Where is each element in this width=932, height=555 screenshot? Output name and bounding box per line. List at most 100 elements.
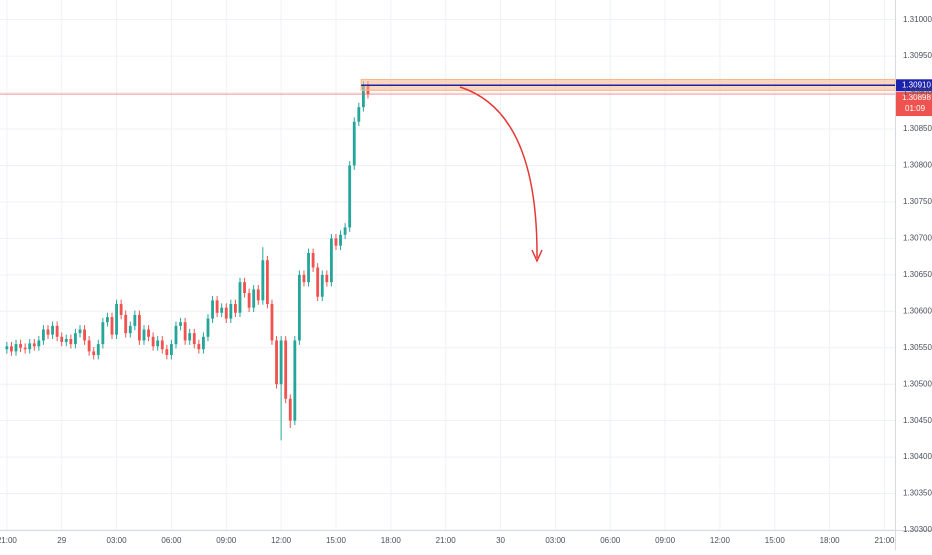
candle-body (339, 234, 342, 246)
price-label: 1.30898 (902, 93, 931, 102)
candle-body (201, 336, 205, 350)
candle-body (316, 267, 320, 297)
candle-body (320, 274, 324, 297)
y-tick-label: 1.30800 (903, 161, 932, 170)
candle-body (206, 318, 210, 337)
candle-body (288, 398, 292, 421)
candle-body (197, 344, 201, 350)
candle-body (343, 227, 347, 235)
y-tick-label: 1.30900 (903, 88, 932, 97)
candle-body (256, 289, 260, 301)
y-tick-label: 1.30350 (903, 489, 932, 498)
arrow (459, 86, 538, 259)
candle-body (311, 252, 315, 268)
x-tick-label: 18:00 (381, 536, 402, 545)
x-tick-label: 09:00 (216, 536, 237, 545)
x-tick-label: 06:00 (600, 536, 621, 545)
x-tick-label: 12:00 (271, 536, 292, 545)
candle-body (211, 300, 214, 319)
candle-body (55, 325, 59, 337)
candle-body (19, 344, 22, 348)
candle-body (229, 304, 233, 319)
candle-body (137, 314, 141, 341)
candle-body (270, 304, 274, 341)
candle-body (69, 338, 73, 345)
x-tick-label: 15:00 (326, 536, 347, 545)
arrow-head (531, 249, 543, 263)
grid (0, 0, 895, 531)
candle-body (238, 282, 242, 313)
candle-body (115, 304, 118, 335)
countdown: 01:09 (905, 104, 926, 113)
candle-body (64, 338, 68, 342)
candle-body (78, 329, 82, 334)
candle-body (179, 322, 182, 326)
x-tick-label: 21:00 (0, 536, 17, 545)
candle-body (133, 314, 137, 326)
candle-body (124, 314, 128, 334)
x-tick-label: 03:00 (107, 536, 128, 545)
candle-body (106, 317, 109, 323)
axes: 1.30300 1.30350 1.30400 1.30450 1.30500 1.305… (0, 15, 932, 545)
candle-body (224, 307, 228, 319)
candle-body (156, 340, 160, 347)
candle-body (160, 340, 164, 350)
candle-body (297, 274, 301, 341)
candle-body (92, 351, 96, 356)
candle-body (183, 322, 187, 341)
x-tick-label: 09:00 (655, 536, 676, 545)
candle-body (284, 340, 288, 399)
candle-body (220, 307, 224, 313)
candle-body (293, 340, 297, 421)
y-tick-label: 1.30850 (903, 124, 932, 133)
candle-body (302, 274, 306, 283)
candle-body (275, 340, 278, 385)
candle-body (32, 343, 36, 347)
x-tick-label: 12:00 (710, 536, 731, 545)
candle-body (165, 349, 169, 356)
candle-body (83, 329, 86, 341)
y-tick-label: 1.30550 (903, 343, 932, 352)
candle-body (334, 238, 338, 246)
candle-body (60, 336, 64, 342)
candle-body (348, 165, 352, 228)
candle-body (110, 317, 114, 335)
candle-body (169, 344, 173, 356)
candle-body (174, 325, 178, 345)
y-tick-label: 1.30500 (903, 379, 932, 388)
candle-body (243, 282, 246, 294)
y-tick-label: 1.30950 (903, 51, 932, 60)
y-tick-label: 1.30450 (903, 416, 932, 425)
candle-body (329, 238, 333, 283)
x-tick-label: 18:00 (820, 536, 841, 545)
candle-body (247, 293, 251, 308)
candle-body (325, 274, 329, 283)
candle-body (147, 329, 150, 337)
x-tick-label: 15:00 (765, 536, 786, 545)
candle-body (14, 344, 18, 352)
candle-body (215, 300, 219, 313)
level-label: 1.30910 (902, 80, 931, 89)
candle-body (87, 340, 91, 352)
candle-body (252, 289, 256, 308)
candle-body (142, 329, 146, 341)
candle-body (128, 325, 132, 334)
candle-body (5, 346, 9, 350)
candle-body (96, 344, 100, 356)
y-tick-label: 1.30400 (903, 452, 932, 461)
candle-body (261, 260, 265, 301)
candle-body (192, 333, 196, 345)
y-tick-label: 1.30300 (903, 525, 932, 534)
x-tick-label: 21:00 (436, 536, 457, 545)
candle-body (361, 85, 365, 108)
candle-body (51, 325, 54, 335)
price-label-bg (896, 92, 932, 117)
candle-body (188, 333, 192, 341)
y-tick-label: 1.30700 (903, 234, 932, 243)
x-tick-label: 21:00 (874, 536, 895, 545)
candle-body (37, 340, 41, 347)
candle-body (74, 333, 77, 345)
candle-body (101, 322, 105, 345)
candle-body (10, 346, 13, 352)
